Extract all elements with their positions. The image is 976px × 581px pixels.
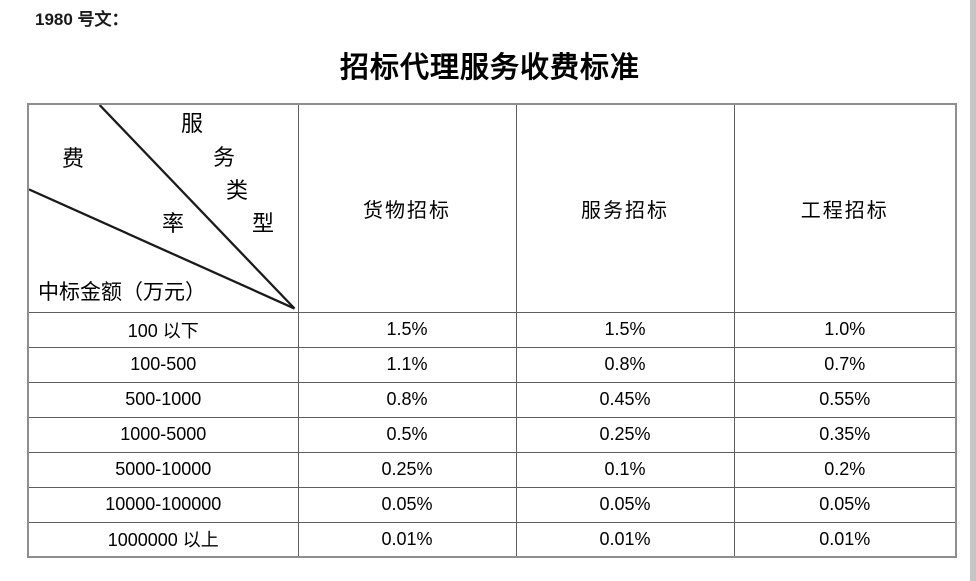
amount-axis-label: 中标金额（万元）	[38, 280, 206, 304]
works-rate: 0.05%	[733, 486, 957, 523]
services-rate: 0.01%	[515, 521, 735, 558]
table-row: 1000000 以上 0.01% 0.01% 0.01%	[27, 521, 957, 558]
table-row: 1000-5000 0.5% 0.25% 0.35%	[27, 416, 957, 453]
service-type-char: 务	[213, 145, 236, 170]
goods-rate: 0.25%	[297, 451, 517, 488]
goods-rate: 0.5%	[297, 416, 517, 453]
corner-cell-content: 服 务 类 型 费 率 中标金额（万元）	[29, 105, 298, 312]
services-rate: 0.8%	[515, 346, 735, 383]
fee-table: 服 务 类 型 费 率 中标金额（万元） 货物招标 服务招标 工程招标 100 …	[27, 103, 957, 558]
table-row: 100-500 1.1% 0.8% 0.7%	[27, 346, 957, 383]
service-type-char: 服	[181, 111, 204, 136]
services-rate: 1.5%	[515, 311, 735, 348]
amount-range: 1000-5000	[27, 416, 299, 453]
works-rate: 0.35%	[733, 416, 957, 453]
column-header-goods: 货物招标	[297, 103, 517, 313]
column-header-works: 工程招标	[733, 103, 957, 313]
services-rate: 0.45%	[515, 381, 735, 418]
works-rate: 0.55%	[733, 381, 957, 418]
fee-rate-char: 率	[162, 211, 185, 236]
goods-rate: 0.8%	[297, 381, 517, 418]
page-title: 招标代理服务收费标准	[339, 52, 640, 84]
works-rate: 0.7%	[733, 346, 957, 383]
services-rate: 0.1%	[515, 451, 735, 488]
works-rate: 0.2%	[733, 451, 957, 488]
goods-rate: 0.05%	[297, 486, 517, 523]
goods-rate: 0.01%	[297, 521, 517, 558]
amount-range: 100-500	[27, 346, 299, 383]
amount-range: 5000-10000	[27, 451, 299, 488]
table-header-row: 服 务 类 型 费 率 中标金额（万元） 货物招标 服务招标 工程招标	[27, 103, 957, 313]
fee-rate-char: 费	[62, 146, 85, 171]
service-type-char: 类	[226, 178, 249, 203]
page-right-edge	[970, 0, 976, 581]
amount-range: 10000-100000	[27, 486, 299, 523]
services-rate: 0.25%	[515, 416, 735, 453]
services-rate: 0.05%	[515, 486, 735, 523]
works-rate: 0.01%	[733, 521, 957, 558]
amount-range: 1000000 以上	[27, 521, 299, 558]
works-rate: 1.0%	[733, 311, 957, 348]
goods-rate: 1.5%	[297, 311, 517, 348]
diagonal-divider-lines	[29, 105, 296, 310]
goods-rate: 1.1%	[297, 346, 517, 383]
table-row: 10000-100000 0.05% 0.05% 0.05%	[27, 486, 957, 523]
column-header-services: 服务招标	[515, 103, 735, 313]
amount-range: 100 以下	[27, 311, 299, 348]
doc-ref-label: 1980 号文：	[35, 10, 129, 29]
table-row: 5000-10000 0.25% 0.1% 0.2%	[27, 451, 957, 488]
amount-range: 500-1000	[27, 381, 299, 418]
table-row: 100 以下 1.5% 1.5% 1.0%	[27, 311, 957, 348]
table-corner-cell: 服 务 类 型 费 率 中标金额（万元）	[27, 103, 299, 313]
service-type-char: 型	[252, 211, 275, 236]
table-row: 500-1000 0.8% 0.45% 0.55%	[27, 381, 957, 418]
